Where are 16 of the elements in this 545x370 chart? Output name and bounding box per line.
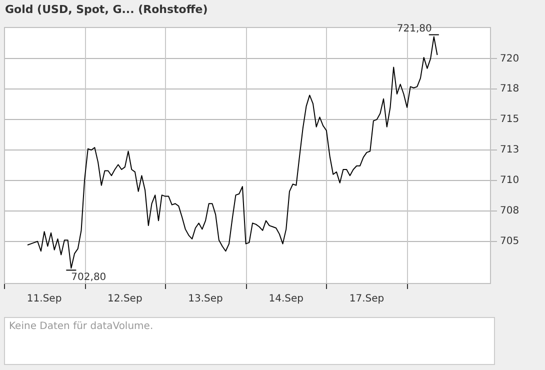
x-tick-label: 12.Sep <box>108 294 142 305</box>
y-tick-label: 705 <box>500 236 520 247</box>
y-tick-label: 713 <box>500 144 520 156</box>
y-tick-label: 710 <box>500 175 520 186</box>
x-tick-label: 14.Sep <box>268 294 304 305</box>
text: Keine Daten für dataVolume. <box>4 317 495 365</box>
chart-title: Gold (USD, Spot, G... (Rohstoffe) <box>5 3 208 16</box>
x-tick-label: 13.Sep <box>188 294 223 305</box>
x-tick-label: 17.Sep <box>349 294 384 305</box>
x-tick-label: 11.Sep <box>26 294 62 305</box>
y-tick-label: 708 <box>500 206 520 217</box>
y-tick-label: 720 <box>500 53 520 64</box>
y-tick-label: 718 <box>500 84 520 95</box>
annotation: 702,80 <box>71 272 106 283</box>
y-tick-label: 715 <box>500 114 520 126</box>
annotation: 721,80 <box>396 23 432 34</box>
